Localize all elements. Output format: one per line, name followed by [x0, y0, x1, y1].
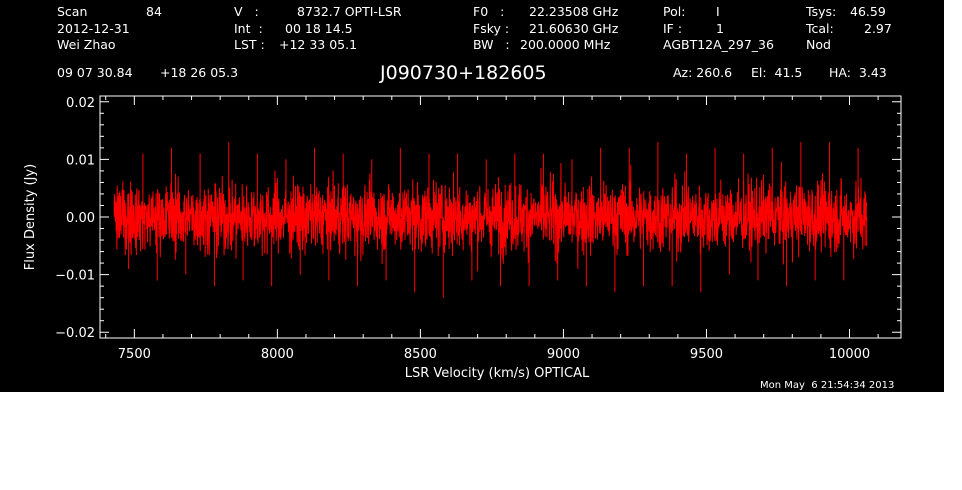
tick-layer: 7500 8000 8500 9000 9500 10000 −0.02 −0.01 0.00 0… — [55, 96, 901, 362]
tcal-label: Tcal: — [806, 21, 834, 36]
x-axis-label: LSR Velocity (km/s) OPTICAL — [405, 366, 590, 381]
y-tick-label: −0.02 — [55, 326, 95, 341]
bw-label: BW : — [473, 37, 510, 52]
series-layer — [113, 142, 868, 298]
project-id: AGBT12A_297_36 — [663, 37, 774, 52]
pol-label: Pol: — [663, 4, 686, 19]
timestamp: Mon May 6 21:54:34 2013 — [760, 380, 895, 391]
x-tick-label: 9500 — [690, 347, 723, 362]
int-label: Int : — [234, 21, 263, 36]
pol-value: I — [716, 4, 720, 19]
lst-label: LST : — [234, 37, 265, 52]
y-tick-label: 0.02 — [66, 96, 95, 111]
x-tick-label: 8000 — [261, 347, 294, 362]
obs-date: 2012-12-31 — [57, 21, 130, 36]
azimuth-readout: Az: 260.6 — [673, 65, 733, 80]
flux-spectrum-line — [113, 161, 868, 272]
tsys-label: Tsys: — [806, 4, 837, 19]
tcal-value: 2.97 — [864, 21, 892, 36]
tsys-value: 46.59 — [850, 4, 886, 19]
x-tick-label: 8500 — [404, 347, 437, 362]
observer-name: Wei Zhao — [57, 37, 116, 52]
dec-coordinate: +18 26 05.3 — [160, 65, 239, 80]
y-axis-label: Flux Density (Jy) — [23, 164, 38, 270]
x-tick-label: 9000 — [547, 347, 580, 362]
plot-panel: Scan 84 V : 8732.7 OPTI-LSR F0 : 22.2350… — [0, 0, 944, 392]
bw-value: 200.0000 MHz — [520, 37, 611, 52]
if-value: 1 — [716, 21, 724, 36]
x-tick-label: 10000 — [829, 347, 870, 362]
scan-value: 84 — [146, 4, 162, 19]
if-label: IF : — [663, 21, 683, 36]
y-tick-label: −0.01 — [55, 269, 95, 284]
lst-value: +12 33 05.1 — [279, 37, 358, 52]
f0-label: F0 : — [473, 4, 505, 19]
velocity-label: V : — [234, 4, 259, 19]
source-name: J090730+182605 — [380, 62, 547, 84]
velocity-value: 8732.7 OPTI-LSR — [297, 4, 402, 19]
hour-angle-readout: HA: 3.43 — [829, 65, 887, 80]
scan-label: Scan — [57, 4, 88, 19]
obs-mode: Nod — [806, 37, 831, 52]
y-tick-label: 0.00 — [66, 211, 95, 226]
fsky-label: Fsky : — [473, 21, 510, 36]
spectrum-chart: 7500 8000 8500 9000 9500 10000 −0.02 −0.01 0.00 0… — [23, 95, 902, 381]
ra-coordinate: 09 07 30.84 — [57, 65, 133, 80]
y-tick-label: 0.01 — [66, 153, 95, 168]
x-tick-label: 7500 — [118, 347, 151, 362]
int-value: 00 18 14.5 — [285, 21, 353, 36]
f0-value: 22.23508 GHz — [529, 4, 619, 19]
fsky-value: 21.60630 GHz — [529, 21, 619, 36]
elevation-readout: El: 41.5 — [751, 65, 803, 80]
